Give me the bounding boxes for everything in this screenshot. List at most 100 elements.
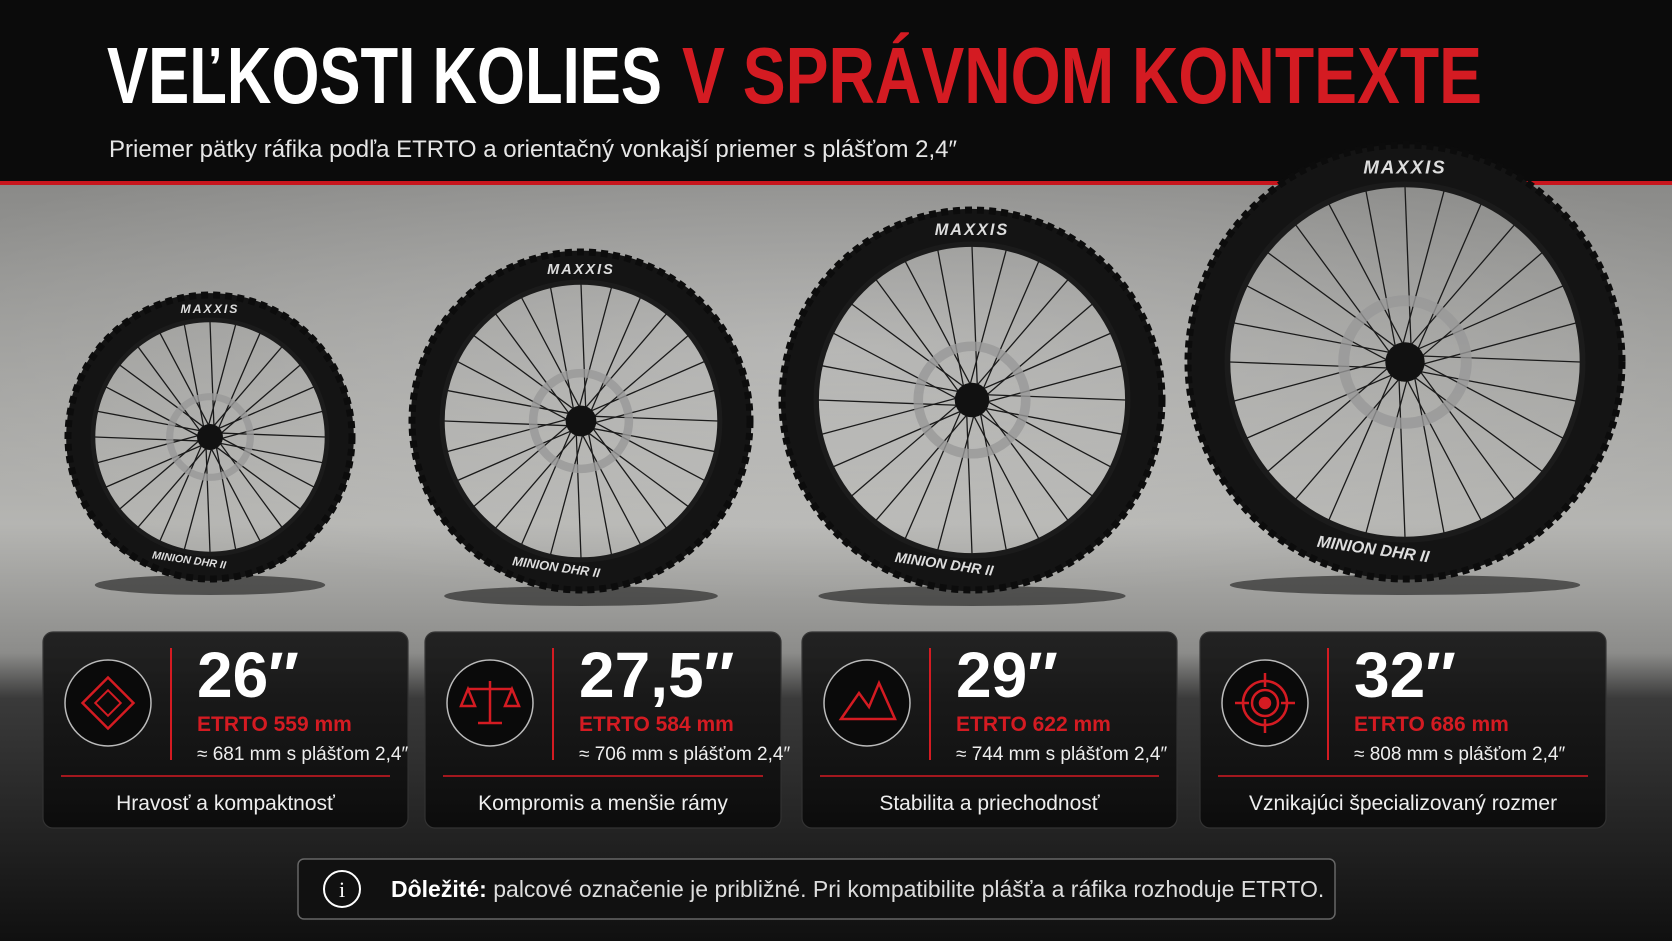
- spoke: [444, 420, 569, 427]
- spoke: [207, 324, 237, 426]
- spoke: [1413, 376, 1445, 533]
- wheel-shadow: [444, 586, 718, 606]
- spoke: [457, 430, 572, 481]
- icon-cube: [93, 688, 123, 718]
- info-icon-glyph: i: [339, 877, 345, 902]
- hub: [1385, 342, 1425, 382]
- spoke: [1419, 370, 1515, 500]
- tire: [410, 250, 752, 592]
- spoke: [1410, 224, 1515, 346]
- tire-brand: MAXXIS: [181, 302, 240, 316]
- spoke: [1422, 322, 1576, 365]
- spoke: [221, 410, 323, 440]
- card-label: Vznikajúci špecializovaný rozmer: [1249, 792, 1557, 815]
- spoke: [215, 446, 237, 550]
- spoke: [590, 361, 705, 412]
- title-accent: V SPRÁVNOM KONTEXTE: [682, 31, 1482, 120]
- rotor: [1338, 295, 1472, 429]
- icon-mountains: [838, 679, 897, 721]
- spoke: [937, 250, 965, 388]
- tire-knobs: [778, 206, 1166, 594]
- spoke: [217, 386, 315, 430]
- card-outer: ≈ 744 mm s plášťom 2,4″: [956, 744, 1167, 765]
- spoke: [1295, 224, 1391, 354]
- spoke: [183, 324, 205, 428]
- spoke: [986, 400, 1111, 468]
- tire-brand: MAXXIS: [1363, 157, 1446, 178]
- spoke: [105, 444, 203, 488]
- spoke: [105, 386, 199, 437]
- note-text: Dôležité: palcové označenie je približné…: [391, 876, 1324, 902]
- cards: 26″ETRTO 559 mm ≈ 681 mm s plášťom 2,4″ Hr…: [42, 631, 1607, 829]
- spoke: [584, 313, 667, 409]
- title: VEĽKOSTI KOLIES: [107, 31, 662, 120]
- icon-target: [1250, 688, 1280, 718]
- spoke: [495, 313, 570, 415]
- spoke: [137, 346, 201, 432]
- header-line: [0, 181, 1672, 185]
- spoke: [833, 410, 962, 468]
- tire: [1187, 144, 1623, 580]
- spoke: [1365, 191, 1397, 348]
- spoke: [1416, 285, 1564, 351]
- info-icon: [323, 870, 361, 908]
- hub: [565, 405, 597, 437]
- card-outer: ≈ 681 mm s plášťom 2,4″: [197, 744, 408, 765]
- card-size: 27,5″: [579, 639, 734, 711]
- spoke: [221, 437, 315, 488]
- spoke: [594, 421, 705, 481]
- icon-cube: [80, 675, 136, 731]
- card-size: 26″: [197, 639, 299, 711]
- card-outer: ≈ 808 mm s plášťom 2,4″: [1354, 744, 1565, 765]
- card-label: Stabilita a priechodnosť: [879, 792, 1100, 815]
- card-size: 29″: [956, 639, 1058, 711]
- card-etrto: ETRTO 584 mm: [579, 713, 734, 736]
- card-etrto: ETRTO 622 mm: [956, 713, 1111, 736]
- tire-knobs: [64, 291, 356, 583]
- card-size: 32″: [1354, 639, 1456, 711]
- spoke: [495, 433, 578, 529]
- rim: [86, 313, 334, 561]
- spoke: [969, 250, 1007, 385]
- spoke: [875, 414, 968, 521]
- wheel-shadow: [818, 586, 1126, 606]
- tire-knobs: [408, 248, 754, 594]
- spoke: [1402, 191, 1445, 345]
- rim: [809, 237, 1135, 563]
- spoke: [457, 361, 568, 421]
- spoke: [937, 415, 975, 550]
- spoke: [1295, 378, 1400, 500]
- spoke: [549, 434, 584, 555]
- rotor: [528, 368, 634, 474]
- tire: [66, 293, 354, 581]
- spoke: [594, 389, 715, 424]
- tire: [780, 208, 1164, 592]
- spoke: [979, 412, 1007, 550]
- spoke: [1365, 379, 1408, 533]
- card-outer: ≈ 706 mm s plášťom 2,4″: [579, 744, 790, 765]
- spoke: [578, 287, 613, 408]
- tire-brand: MAXXIS: [547, 262, 615, 278]
- spoke: [987, 365, 1122, 403]
- spoke: [1246, 285, 1388, 361]
- spoke: [183, 448, 213, 550]
- tire-brand: MAXXIS: [935, 221, 1010, 239]
- hub: [954, 382, 990, 418]
- spoke: [818, 399, 958, 406]
- card-icon-ring: [64, 659, 152, 747]
- card-etrto: ETRTO 559 mm: [197, 713, 352, 736]
- spoke: [549, 287, 575, 410]
- subtitle: Priemer pätky ráfika podľa ETRTO a orien…: [109, 136, 957, 163]
- icon-scale: [459, 681, 521, 725]
- spoke: [982, 332, 1111, 390]
- spoke: [875, 279, 960, 393]
- rotor: [166, 393, 254, 481]
- wheel-shadow: [94, 575, 326, 595]
- spoke: [94, 436, 200, 442]
- tire-knobs: [1184, 141, 1626, 583]
- spoke: [219, 442, 283, 528]
- rim: [1221, 178, 1589, 546]
- note-bold: Dôležité:: [391, 876, 487, 902]
